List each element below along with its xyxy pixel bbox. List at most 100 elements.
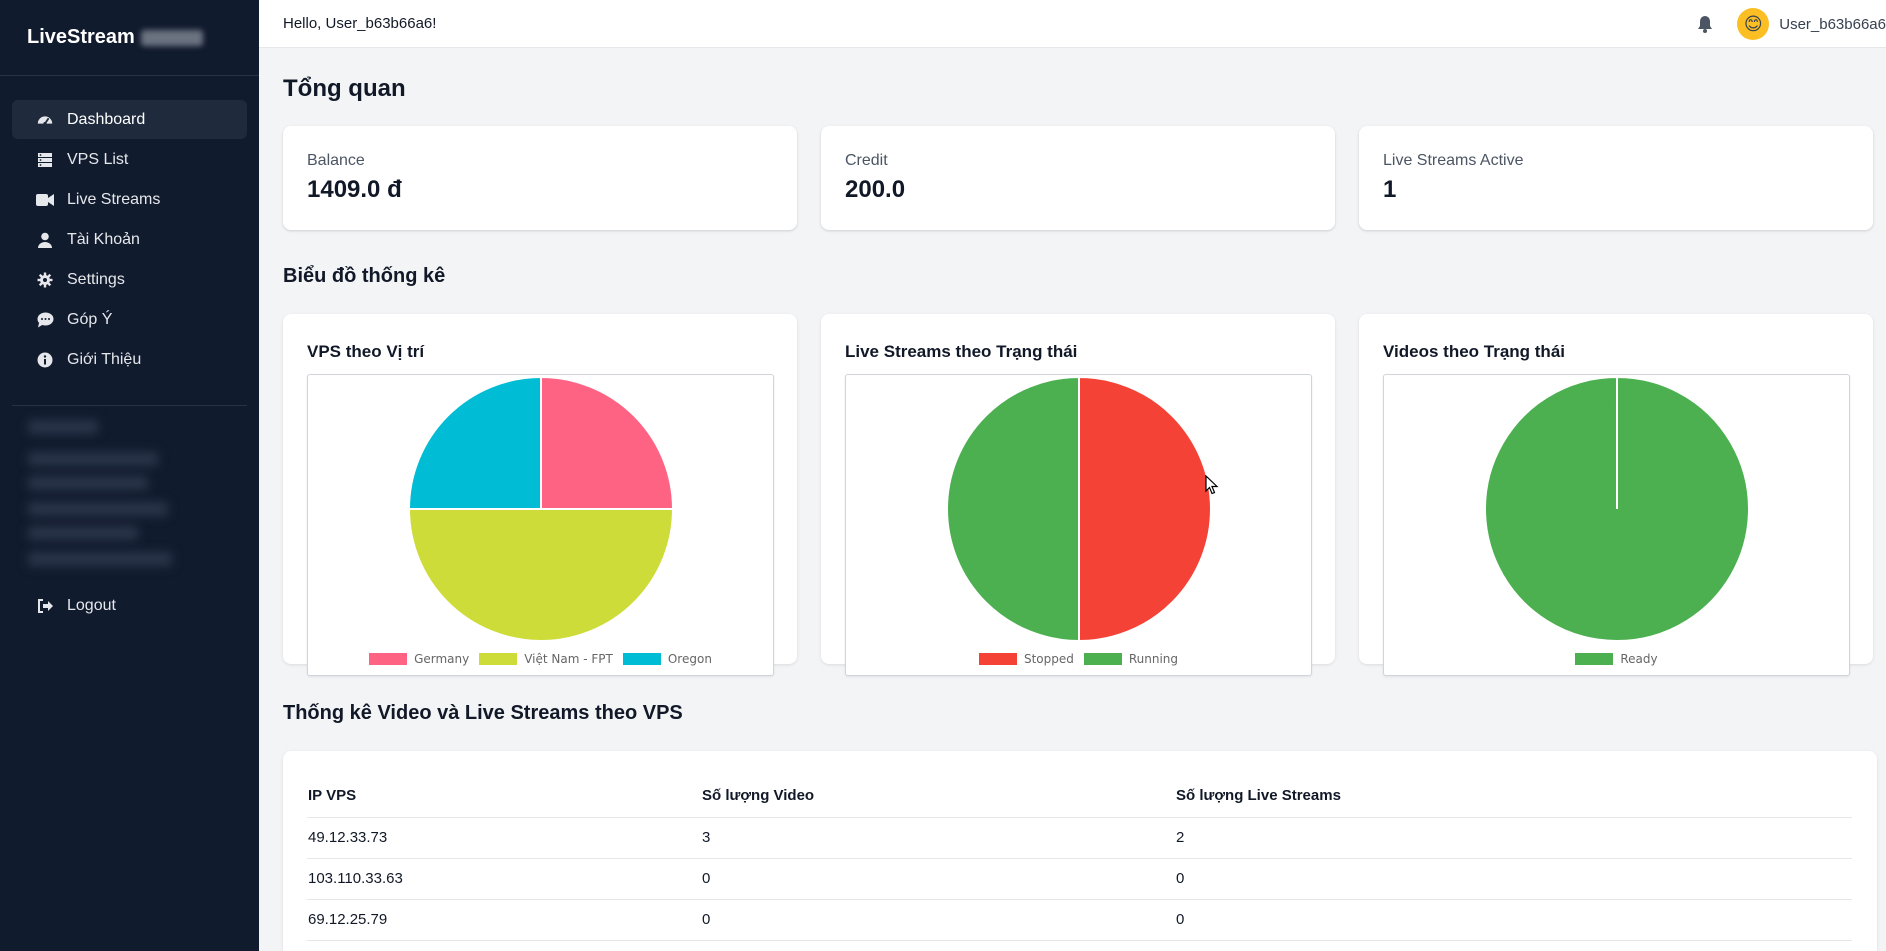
chart-card-vps-location: VPS theo Vị trí Germany Việt Nam - FPT Ore… (283, 314, 797, 676)
column-header: Số lượng Live Streams (1176, 775, 1852, 818)
balance-card: Balance 1409.0 đ (283, 126, 797, 230)
chart-legend: Ready (1384, 652, 1849, 666)
mouse-cursor (1205, 475, 1219, 495)
table-row: 103.110.33.63 0 0 (307, 858, 1852, 900)
cell-video-count: 0 (702, 899, 1176, 941)
sidebar-item-label: Tài Khoản (67, 230, 140, 248)
chart-title: Live Streams theo Trạng thái (845, 342, 1078, 361)
brand-redacted (140, 29, 203, 46)
column-header: Số lượng Video (702, 775, 1176, 818)
cell-video-count: 3 (702, 817, 1176, 859)
legend-swatch (479, 653, 518, 665)
column-header: IP VPS (307, 775, 702, 818)
sidebar-item-dashboard[interactable]: Dashboard (12, 100, 247, 139)
cell-ip: 69.12.25.79 (307, 899, 702, 941)
topbar: Hello, User_b63b66a6! 😊 User_b63b66a6 (259, 0, 1886, 48)
legend-swatch (1083, 653, 1122, 665)
pie-chart-vps-location (407, 375, 675, 642)
greeting: Hello, User_b63b66a6! (283, 15, 437, 32)
sidebar-nav: Dashboard VPS List Live Streams Tài Khoả… (0, 76, 259, 379)
info-icon (35, 350, 55, 370)
redacted-info (28, 412, 172, 576)
legend-label: Ready (1620, 652, 1658, 666)
pie-slice[interactable] (1078, 375, 1212, 643)
dashboard-icon (35, 110, 55, 130)
live-streams-active-card: Live Streams Active 1 (1359, 126, 1873, 230)
legend-item[interactable]: Việt Nam - FPT (479, 652, 613, 666)
sidebar-item-label: VPS List (67, 150, 129, 168)
stat-label: Live Streams Active (1383, 152, 1524, 169)
brand-name: LiveStream (27, 26, 135, 48)
pie-slice[interactable] (407, 508, 675, 642)
pie-slice[interactable] (1484, 375, 1750, 642)
legend-swatch (1575, 653, 1614, 665)
cell-ip: 103.110.33.63 (307, 858, 702, 900)
sidebar-item-about[interactable]: Giới Thiệu (12, 340, 247, 379)
legend-item[interactable]: Oregon (622, 652, 712, 666)
legend-label: Stopped (1023, 652, 1074, 666)
table-row: 49.12.33.73 3 2 (307, 817, 1852, 859)
gear-icon (35, 270, 55, 290)
legend-item[interactable]: Ready (1575, 652, 1658, 666)
pie-slice[interactable] (946, 375, 1080, 643)
bell-icon[interactable] (1697, 15, 1715, 33)
server-icon (35, 150, 55, 170)
chart-legend: Germany Việt Nam - FPT Oregon (308, 652, 773, 666)
chart-card-live-stream-status: Live Streams theo Trạng thái Stopped Runn… (821, 314, 1335, 676)
sidebar-divider (12, 405, 247, 406)
chart-canvas: Germany Việt Nam - FPT Oregon (307, 374, 774, 676)
sidebar-item-label: Dashboard (67, 110, 146, 128)
stat-label: Balance (307, 152, 365, 169)
sidebar-item-label: Góp Ý (67, 310, 113, 328)
table-row: 69.12.25.79 0 0 (307, 899, 1852, 941)
credit-card: Credit 200.0 (821, 126, 1335, 230)
pie-chart-video-status (1484, 375, 1750, 642)
charts-section-title: Biểu đồ thống kê (283, 265, 446, 287)
brand[interactable]: LiveStream (0, 0, 259, 76)
table-header-row: IP VPS Số lượng Video Số lượng Live Stre… (307, 775, 1852, 818)
pie-slice[interactable] (540, 375, 675, 510)
cell-stream-count: 2 (1176, 817, 1852, 859)
legend-label: Oregon (667, 652, 712, 666)
pie-chart-live-stream-status (946, 375, 1212, 643)
legend-item[interactable]: Stopped (978, 652, 1074, 666)
sidebar-item-account[interactable]: Tài Khoản (12, 220, 247, 259)
cell-video-count: 0 (702, 858, 1176, 900)
chart-title: Videos theo Trạng thái (1383, 342, 1565, 361)
video-camera-icon (35, 190, 55, 210)
pie-slice[interactable] (407, 375, 542, 510)
sidebar: LiveStream Dashboard VPS List Live Strea… (0, 0, 259, 951)
vps-stats-table: IP VPS Số lượng Video Số lượng Live Stre… (307, 775, 1852, 941)
stat-cards: Balance 1409.0 đ Credit 200.0 Live Strea… (283, 126, 1886, 230)
legend-swatch (978, 653, 1017, 665)
username[interactable]: User_b63b66a6 (1779, 15, 1886, 33)
avatar[interactable]: 😊 (1737, 8, 1770, 40)
legend-item[interactable]: Running (1083, 652, 1179, 666)
sidebar-item-settings[interactable]: Settings (12, 260, 247, 299)
sidebar-item-feedback[interactable]: Góp Ý (12, 300, 247, 339)
vps-stats-table-card: IP VPS Số lượng Video Số lượng Live Stre… (283, 751, 1877, 951)
logout-button[interactable]: Logout (12, 586, 247, 625)
stat-value: 200.0 (845, 176, 906, 203)
stat-value: 1409.0 đ (307, 176, 402, 203)
sidebar-item-live-streams[interactable]: Live Streams (12, 180, 247, 219)
legend-item[interactable]: Germany (369, 652, 469, 666)
sidebar-item-label: Live Streams (67, 190, 161, 208)
legend-label: Việt Nam - FPT (524, 652, 613, 666)
legend-label: Running (1128, 652, 1179, 666)
legend-label: Germany (414, 652, 470, 666)
chart-legend: Stopped Running (846, 652, 1311, 666)
sidebar-item-label: Giới Thiệu (67, 350, 142, 368)
stat-label: Credit (845, 152, 888, 169)
comment-icon (35, 310, 55, 330)
cell-stream-count: 0 (1176, 899, 1852, 941)
topbar-right: 😊 User_b63b66a6 (1697, 0, 1886, 48)
sidebar-item-vps-list[interactable]: VPS List (12, 140, 247, 179)
chart-row: VPS theo Vị trí Germany Việt Nam - FPT Ore… (283, 314, 1886, 676)
stat-value: 1 (1383, 176, 1397, 203)
logout-icon (35, 596, 55, 616)
legend-swatch (622, 653, 661, 665)
chart-card-video-status: Videos theo Trạng thái Ready (1359, 314, 1873, 676)
table-section-title: Thống kê Video và Live Streams theo VPS (283, 702, 683, 724)
chart-canvas: Ready (1383, 374, 1850, 676)
